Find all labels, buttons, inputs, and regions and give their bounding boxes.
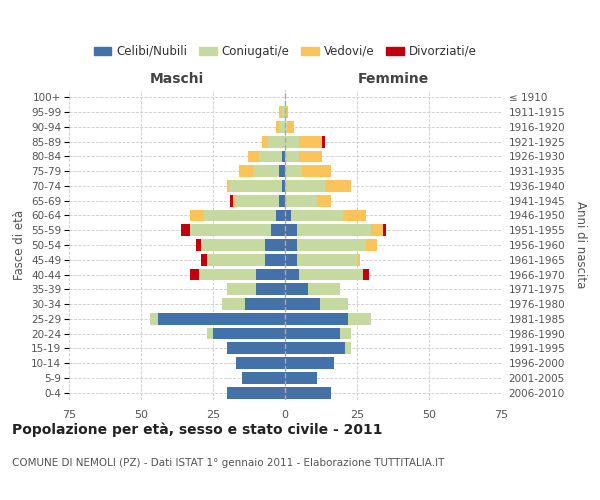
Bar [239, 166, 253, 177]
Bar [259, 150, 282, 162]
Bar [285, 372, 317, 384]
Bar [265, 239, 285, 251]
Bar [213, 328, 285, 340]
Bar [205, 210, 277, 222]
Bar [285, 166, 302, 177]
Bar [271, 224, 285, 236]
Y-axis label: Fasce di età: Fasce di età [13, 210, 26, 280]
Bar [285, 150, 299, 162]
Bar [288, 121, 293, 133]
Bar [158, 313, 285, 324]
Bar [285, 136, 299, 147]
Bar [245, 298, 285, 310]
Bar [202, 254, 207, 266]
Bar [256, 284, 285, 295]
Bar [230, 195, 233, 206]
Bar [285, 313, 349, 324]
Bar [285, 342, 346, 354]
Bar [285, 121, 288, 133]
Bar [285, 328, 340, 340]
Bar [190, 268, 199, 280]
Bar [202, 239, 265, 251]
Bar [285, 224, 296, 236]
Text: Maschi: Maschi [150, 72, 204, 86]
Bar [236, 357, 285, 369]
Bar [190, 210, 205, 222]
Bar [357, 254, 360, 266]
Bar [248, 150, 259, 162]
Bar [317, 195, 331, 206]
Bar [296, 239, 365, 251]
Bar [196, 239, 202, 251]
Bar [285, 298, 320, 310]
Bar [227, 342, 285, 354]
Bar [371, 224, 383, 236]
Bar [149, 313, 158, 324]
Bar [285, 180, 325, 192]
Text: Popolazione per età, sesso e stato civile - 2011: Popolazione per età, sesso e stato civil… [12, 422, 383, 437]
Bar [285, 254, 296, 266]
Bar [233, 195, 236, 206]
Bar [227, 284, 256, 295]
Bar [230, 180, 282, 192]
Bar [207, 328, 213, 340]
Bar [221, 298, 245, 310]
Text: COMUNE DI NEMOLI (PZ) - Dati ISTAT 1° gennaio 2011 - Elaborazione TUTTITALIA.IT: COMUNE DI NEMOLI (PZ) - Dati ISTAT 1° ge… [12, 458, 445, 468]
Bar [190, 224, 271, 236]
Bar [236, 195, 279, 206]
Bar [285, 195, 317, 206]
Bar [181, 224, 190, 236]
Bar [320, 298, 349, 310]
Bar [299, 150, 322, 162]
Bar [256, 268, 285, 280]
Text: Femmine: Femmine [358, 72, 428, 86]
Bar [279, 195, 285, 206]
Bar [343, 210, 365, 222]
Bar [285, 357, 334, 369]
Bar [282, 106, 285, 118]
Bar [277, 210, 285, 222]
Y-axis label: Anni di nascita: Anni di nascita [574, 202, 587, 288]
Bar [253, 166, 279, 177]
Bar [285, 239, 296, 251]
Bar [346, 342, 351, 354]
Bar [296, 254, 357, 266]
Bar [242, 372, 285, 384]
Legend: Celibi/Nubili, Coniugati/e, Vedovi/e, Divorziati/e: Celibi/Nubili, Coniugati/e, Vedovi/e, Di… [89, 40, 481, 62]
Bar [282, 150, 285, 162]
Bar [365, 239, 377, 251]
Bar [285, 386, 331, 398]
Bar [299, 268, 363, 280]
Bar [302, 166, 331, 177]
Bar [277, 121, 279, 133]
Bar [227, 180, 230, 192]
Bar [340, 328, 351, 340]
Bar [279, 106, 282, 118]
Bar [268, 136, 285, 147]
Bar [299, 136, 322, 147]
Bar [227, 386, 285, 398]
Bar [285, 284, 308, 295]
Bar [363, 268, 368, 280]
Bar [285, 268, 299, 280]
Bar [207, 254, 265, 266]
Bar [282, 180, 285, 192]
Bar [325, 180, 351, 192]
Bar [285, 210, 291, 222]
Bar [322, 136, 325, 147]
Bar [262, 136, 268, 147]
Bar [296, 224, 371, 236]
Bar [285, 106, 288, 118]
Bar [291, 210, 343, 222]
Bar [308, 284, 340, 295]
Bar [199, 268, 256, 280]
Bar [279, 166, 285, 177]
Bar [279, 121, 285, 133]
Bar [383, 224, 386, 236]
Bar [349, 313, 371, 324]
Bar [265, 254, 285, 266]
